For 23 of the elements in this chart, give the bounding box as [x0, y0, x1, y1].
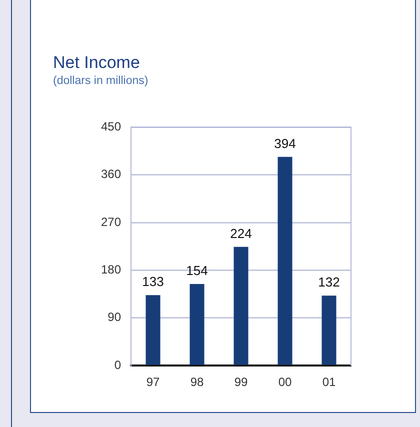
chart-subtitle: (dollars in millions): [53, 75, 148, 87]
data-label: 224: [230, 226, 252, 242]
data-label: 133: [142, 274, 164, 290]
y-tick-label: 360: [100, 167, 122, 182]
chart-title: Net Income: [53, 53, 140, 73]
data-label: 394: [274, 136, 296, 151]
x-tick-label: 01: [322, 375, 336, 390]
bar: [146, 295, 160, 365]
x-tick-label: 97: [146, 375, 160, 390]
y-tick-label: 270: [100, 214, 122, 229]
bar: [234, 246, 248, 365]
y-tick-label: 450: [100, 120, 122, 134]
bar: [322, 296, 336, 365]
x-tick-label: 98: [190, 375, 204, 390]
bar: [190, 284, 204, 365]
data-label: 132: [318, 274, 340, 290]
data-label: 154: [186, 263, 208, 278]
y-tick-label: 180: [100, 262, 122, 277]
y-tick-label: 0: [114, 358, 122, 372]
x-tick-label: 99: [234, 375, 248, 390]
x-tick-label: 00: [278, 375, 292, 390]
y-tick-label: 90: [108, 310, 122, 324]
bar: [278, 156, 292, 365]
